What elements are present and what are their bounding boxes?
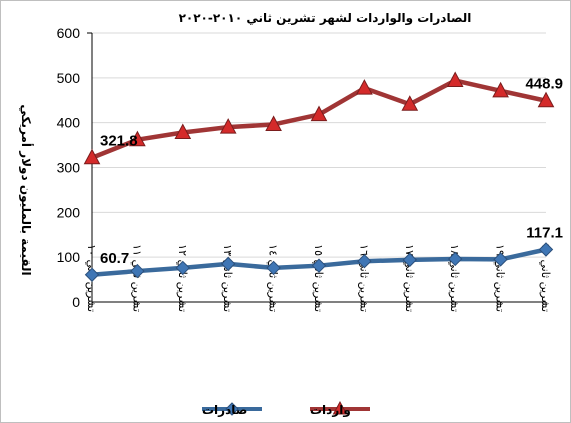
data-point: [402, 252, 418, 268]
chart-title: الصادرات والواردات لشهر تشرين ثاني ٢٠١٠-…: [179, 11, 472, 26]
data-point: [401, 95, 419, 111]
legend-label: واردات: [310, 403, 351, 418]
data-point: [538, 242, 554, 257]
y-tick-label: 100: [57, 249, 81, 265]
x-tick-label: تشرين ثاني ١٢: [176, 244, 189, 312]
data-labels: 321.8 448.9 60.7 117.1: [100, 76, 563, 267]
data-point: [219, 118, 237, 134]
data-label: 117.1: [526, 225, 563, 242]
data-point: [446, 71, 464, 88]
data-point: [537, 91, 555, 108]
legend-label: صادرات: [202, 403, 247, 417]
data-point: [311, 258, 327, 273]
x-tick-label: تشرين ثاني ١١: [130, 244, 143, 312]
x-tick-label: تشرين ثاني ١٤: [267, 244, 280, 312]
data-label: 60.7: [100, 250, 129, 267]
data-point: [220, 256, 236, 272]
data-point: [174, 123, 192, 140]
data-label: 448.9: [525, 76, 563, 93]
y-tick-label: 400: [57, 115, 81, 131]
y-axis-ticks: 0 100 200 300 400 500 600: [57, 25, 81, 310]
x-tick-label: تشرين ثاني ١٦: [357, 244, 370, 312]
y-tick-label: 500: [57, 70, 81, 86]
data-point: [130, 263, 145, 279]
series-group: [83, 71, 555, 282]
legend: واردات صادرات: [202, 400, 370, 418]
data-point: [310, 105, 328, 122]
data-point: [266, 260, 281, 276]
data-point: [129, 130, 146, 147]
data-point: [493, 252, 508, 267]
legend-marker: [332, 400, 348, 415]
legend-marker: [225, 402, 239, 416]
data-point: [265, 115, 282, 131]
data-label: 321.8: [100, 133, 138, 150]
x-tick-label: تشرين ثاني ٢٠: [539, 244, 552, 312]
x-tick-label: تشرين ثاني ١٥: [312, 244, 325, 312]
y-axis-label: القيمة بالمليون دولار أمريكي: [18, 104, 34, 275]
data-point: [447, 251, 463, 267]
y-tick-label: 200: [57, 204, 81, 220]
x-tick-label: تشرين ثاني ١٣: [221, 244, 234, 312]
y-tick-label: 300: [57, 160, 81, 176]
data-point: [175, 260, 191, 276]
data-point: [492, 81, 509, 98]
data-point: [83, 148, 101, 165]
y-tick-label: 600: [57, 25, 81, 41]
y-tick-label: 0: [72, 294, 80, 310]
data-point: [356, 79, 373, 95]
data-point: [357, 253, 372, 269]
data-point: [84, 267, 100, 282]
